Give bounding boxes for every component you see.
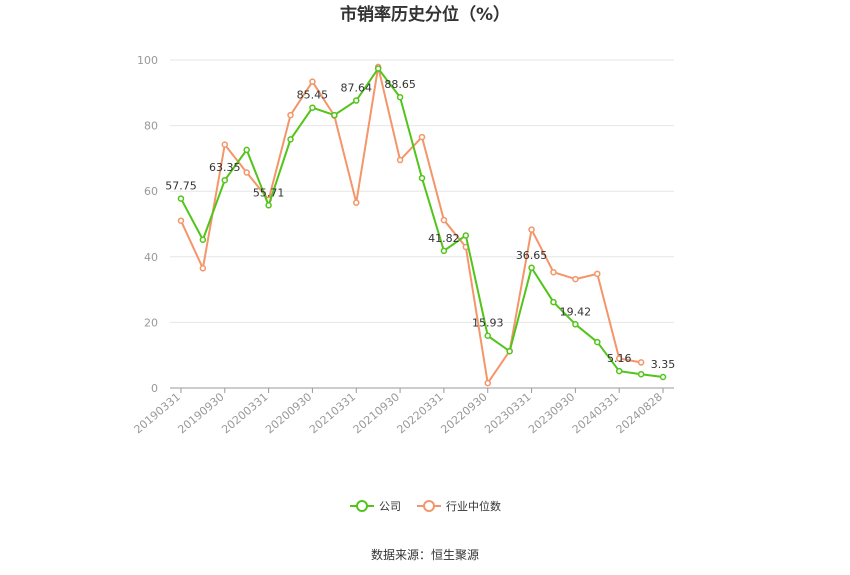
data-point xyxy=(353,97,360,104)
data-point xyxy=(396,156,404,164)
data-point xyxy=(243,169,250,176)
data-point xyxy=(594,270,601,278)
data-point xyxy=(265,202,272,209)
data-point xyxy=(177,217,185,224)
source-note: 数据来源：恒生聚源 xyxy=(371,547,479,562)
data-point xyxy=(637,359,645,366)
data-point xyxy=(550,268,557,276)
data-point xyxy=(615,367,623,375)
data-label: 19.42 xyxy=(560,305,592,318)
data-point xyxy=(331,111,338,119)
data-label: 36.65 xyxy=(516,249,548,262)
legend[interactable]: 公司 行业中位数 xyxy=(350,499,501,513)
y-tick-label: 60 xyxy=(144,185,158,198)
x-tick-label: 20210930 xyxy=(351,390,402,436)
y-tick-label: 100 xyxy=(137,54,158,67)
x-axis: 2019033120190930202003312020093020210331… xyxy=(132,387,674,436)
y-axis-ticks: 0 20 40 60 80 100 xyxy=(137,54,158,395)
data-label: 57.75 xyxy=(165,180,197,193)
data-label: 88.65 xyxy=(384,78,416,91)
data-point xyxy=(440,216,448,224)
data-point xyxy=(199,236,207,243)
data-point xyxy=(528,264,535,272)
y-tick-label: 80 xyxy=(144,120,158,133)
y-tick-label: 40 xyxy=(144,251,158,264)
legend-marker xyxy=(423,500,435,512)
data-label: 55.71 xyxy=(253,186,285,199)
data-point xyxy=(528,226,535,233)
data-point xyxy=(418,174,426,182)
y-tick-label: 20 xyxy=(144,316,158,329)
data-point xyxy=(353,199,360,206)
legend-label: 行业中位数 xyxy=(446,499,501,513)
x-tick-label: 20210331 xyxy=(307,390,358,436)
series-line xyxy=(180,65,642,385)
data-label: 87.64 xyxy=(341,82,373,95)
chart-title: 市销率历史分位（%） xyxy=(340,4,510,25)
data-point xyxy=(572,275,579,283)
data-point xyxy=(221,141,229,148)
data-point xyxy=(243,146,250,154)
data-point xyxy=(309,104,316,111)
x-tick-label: 20200930 xyxy=(263,390,314,436)
x-tick-label: 20240828 xyxy=(614,390,665,436)
data-label: 85.45 xyxy=(297,89,329,102)
data-labels: 57.75 63.35 55.71 85.45 87.64 88.65 41.82 15.93… xyxy=(165,78,675,371)
data-point xyxy=(221,176,229,184)
data-point xyxy=(287,111,294,119)
x-tick-label: 20200331 xyxy=(219,390,270,436)
data-point xyxy=(572,321,579,328)
legend-marker xyxy=(356,500,368,512)
data-point xyxy=(594,338,601,346)
y-tick-label: 0 xyxy=(151,382,158,395)
data-point xyxy=(484,379,491,387)
data-point xyxy=(287,136,294,143)
x-tick-label: 20230930 xyxy=(526,390,577,436)
data-label: 63.35 xyxy=(209,161,241,174)
series-line xyxy=(180,67,664,379)
data-point xyxy=(615,355,623,362)
data-point xyxy=(659,373,667,381)
data-point xyxy=(199,265,207,272)
data-point xyxy=(550,298,557,306)
data-label: 3.35 xyxy=(651,358,676,371)
data-label: 5.16 xyxy=(607,352,632,365)
data-label: 41.82 xyxy=(428,232,460,245)
x-tick-label: 20190331 xyxy=(132,390,183,436)
data-point xyxy=(418,133,426,141)
x-tick-label: 20190930 xyxy=(175,390,226,436)
grid-lines xyxy=(170,59,674,323)
data-point xyxy=(396,93,404,101)
data-point xyxy=(440,247,448,255)
data-point xyxy=(462,232,470,239)
data-point xyxy=(484,332,491,339)
data-point xyxy=(637,370,645,378)
data-point xyxy=(177,195,185,202)
data-point xyxy=(506,348,513,355)
data-label: 15.93 xyxy=(472,317,504,330)
x-tick-label: 20230331 xyxy=(482,390,533,436)
x-tick-label: 20220331 xyxy=(395,390,446,436)
series-layer xyxy=(177,63,667,387)
x-tick-label: 20240331 xyxy=(570,390,621,436)
data-point xyxy=(374,65,382,72)
data-point xyxy=(309,78,316,85)
legend-label: 公司 xyxy=(379,500,401,513)
x-tick-label: 20220930 xyxy=(438,390,489,436)
